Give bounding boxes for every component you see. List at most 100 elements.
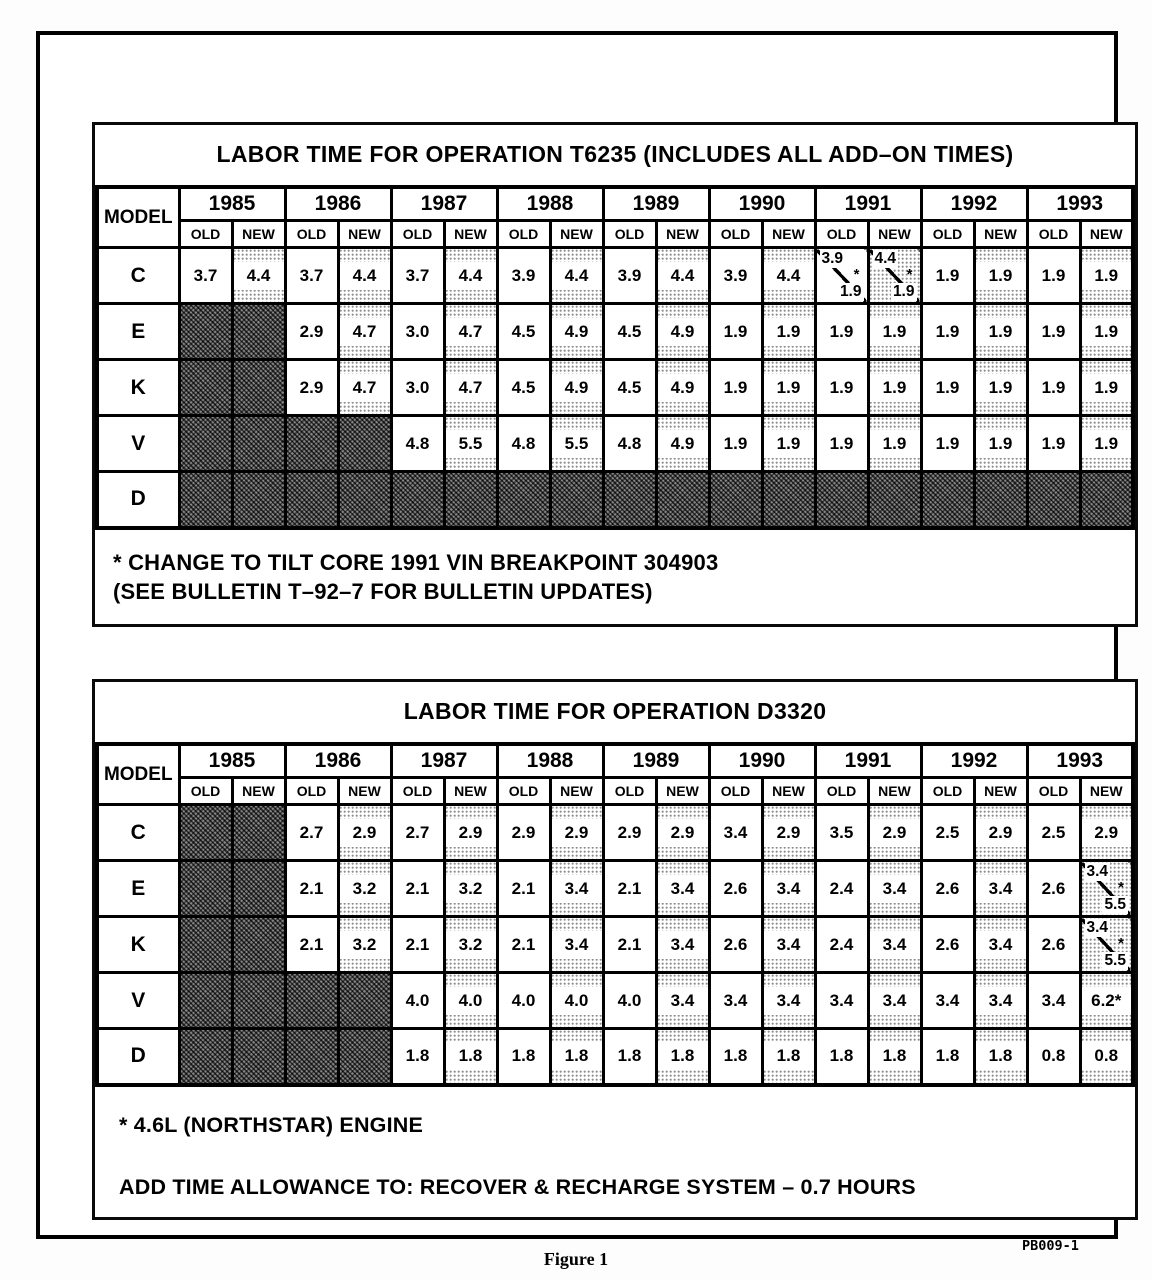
value-cell: 1.8 bbox=[442, 1027, 499, 1086]
value-text: 1.9 bbox=[723, 433, 748, 453]
footnote-line: * 4.6L (NORTHSTAR) ENGINE bbox=[119, 1112, 424, 1137]
value-cell: 3.4 bbox=[654, 915, 711, 974]
value-cell: 4.0 bbox=[548, 971, 605, 1030]
value-text: 3.9 bbox=[723, 265, 748, 285]
value-text: 3.4 bbox=[659, 874, 706, 903]
year-header: 1988 bbox=[495, 742, 605, 779]
value-cell: 1.9 bbox=[972, 414, 1029, 473]
value-cell: 1.9 bbox=[813, 358, 870, 417]
model-cell: D bbox=[95, 470, 181, 529]
value-cell: 4.5 bbox=[495, 302, 552, 361]
value-cell: 3.4 bbox=[972, 859, 1029, 918]
blocked-cell bbox=[230, 470, 287, 529]
value-cell: 4.7 bbox=[442, 302, 499, 361]
value-text: 4.9 bbox=[659, 429, 706, 458]
value-text: 1.9 bbox=[871, 429, 918, 458]
value-text: 3.9 bbox=[617, 265, 642, 285]
old-new-header: OLD bbox=[1025, 219, 1082, 249]
value-cell: 1.9 bbox=[1025, 358, 1082, 417]
value-text: 2.6 bbox=[935, 934, 960, 954]
model-column-header: MODEL bbox=[95, 185, 181, 249]
blocked-cell bbox=[230, 859, 287, 918]
value-text: 1.9 bbox=[1041, 321, 1066, 341]
value-text: 3.4 bbox=[977, 930, 1024, 959]
value-cell: 4.7 bbox=[336, 358, 393, 417]
old-new-header: OLD bbox=[919, 776, 976, 806]
value-cell: 2.9 bbox=[760, 803, 817, 862]
value-text: 4.8 bbox=[405, 433, 430, 453]
value-cell: 1.8 bbox=[866, 1027, 923, 1086]
value-cell: 1.9 bbox=[1078, 414, 1135, 473]
year-header: 1992 bbox=[919, 185, 1029, 222]
value-cell: 2.9 bbox=[866, 803, 923, 862]
year-header: 1990 bbox=[707, 185, 817, 222]
table-row: C 3.7 4.4 3.7 4.4 3.7 4.4 3.9 4.4 3.9 4.4 3.9 4.4 3.9… bbox=[95, 246, 1135, 305]
value-cell: 3.2 bbox=[336, 859, 393, 918]
value-text: 2.1 bbox=[299, 878, 324, 898]
value-text: 2.9 bbox=[341, 818, 388, 847]
value-text: 4.5 bbox=[511, 321, 536, 341]
value-text: 2.6 bbox=[723, 934, 748, 954]
header-row-old-new: OLD NEW OLD NEW OLD NEW OLD NEW OLD NEW OLD NEW OLD N… bbox=[97, 776, 1135, 806]
value-cell: 3.4 bbox=[707, 803, 764, 862]
value-text: 5.5 bbox=[553, 429, 600, 458]
value-text: 2.9 bbox=[511, 822, 536, 842]
value-text: 5.5 bbox=[447, 429, 494, 458]
value-cell: 4.7 bbox=[336, 302, 393, 361]
split-bottom-value: 1.9 bbox=[890, 283, 917, 301]
old-new-header: OLD bbox=[919, 219, 976, 249]
year-header: 1993 bbox=[1025, 742, 1135, 779]
value-cell: 3.4 bbox=[548, 915, 605, 974]
year-header: 1992 bbox=[919, 742, 1029, 779]
value-text: 2.9 bbox=[1083, 818, 1130, 847]
table-title: LABOR TIME FOR OPERATION D3320 bbox=[403, 698, 827, 724]
value-text: 1.8 bbox=[977, 1042, 1024, 1071]
value-text: 3.4 bbox=[723, 990, 748, 1010]
value-text: 1.9 bbox=[977, 261, 1024, 290]
value-text: 3.4 bbox=[553, 874, 600, 903]
value-text: 4.4 bbox=[553, 261, 600, 290]
footnote-marker: * bbox=[1118, 878, 1124, 896]
value-text: 2.9 bbox=[447, 818, 494, 847]
year-header: 1988 bbox=[495, 185, 605, 222]
value-text: 3.4 bbox=[871, 930, 918, 959]
blocked-cell bbox=[230, 971, 287, 1030]
blocked-cell bbox=[813, 470, 870, 529]
value-cell: 3.2 bbox=[336, 915, 393, 974]
value-cell: 4.5 bbox=[495, 358, 552, 417]
value-cell: 1.9 bbox=[1078, 302, 1135, 361]
value-text: 1.8 bbox=[405, 1046, 430, 1066]
labor-table-section-d3320: LABOR TIME FOR OPERATION D3320 MODEL 1985… bbox=[92, 679, 1138, 1220]
value-cell: 2.6 bbox=[919, 859, 976, 918]
value-cell: 2.6 bbox=[707, 859, 764, 918]
value-text: 4.0 bbox=[405, 990, 430, 1010]
value-cell: 2.1 bbox=[389, 859, 446, 918]
split-top-value: 3.9 bbox=[819, 250, 846, 268]
old-new-header: NEW bbox=[760, 776, 817, 806]
value-cell: 3.4 bbox=[654, 971, 711, 1030]
value-text: 1.8 bbox=[765, 1042, 812, 1071]
value-cell: 3.4 bbox=[813, 971, 870, 1030]
footnote-line: ADD TIME ALLOWANCE TO: RECOVER & RECHARG… bbox=[119, 1174, 916, 1199]
value-text: 1.9 bbox=[871, 317, 918, 346]
value-text: 1.9 bbox=[1083, 317, 1130, 346]
old-new-header: OLD bbox=[283, 776, 340, 806]
blocked-cell bbox=[230, 803, 287, 862]
value-text: 3.4 bbox=[871, 874, 918, 903]
model-cell: K bbox=[95, 358, 181, 417]
value-text: 4.9 bbox=[659, 373, 706, 402]
value-text: 3.4 bbox=[765, 874, 812, 903]
page-border: LABOR TIME FOR OPERATION T6235 (INCLUDES… bbox=[36, 31, 1138, 1254]
value-text: 1.8 bbox=[617, 1046, 642, 1066]
labor-time-table-t6235: MODEL 1985 1986 1987 1988 1989 1990 1991 1992 199… bbox=[95, 185, 1135, 530]
value-text: 4.4 bbox=[765, 261, 812, 290]
blocked-cell bbox=[760, 470, 817, 529]
value-cell: 2.9 bbox=[283, 302, 340, 361]
value-cell: 1.8 bbox=[389, 1027, 446, 1086]
year-header: 1987 bbox=[389, 185, 499, 222]
value-cell: 2.9 bbox=[495, 803, 552, 862]
value-cell: 1.9 bbox=[972, 302, 1029, 361]
value-text: 3.7 bbox=[405, 265, 430, 285]
model-cell: C bbox=[95, 803, 181, 862]
value-cell: 3.0 bbox=[389, 302, 446, 361]
